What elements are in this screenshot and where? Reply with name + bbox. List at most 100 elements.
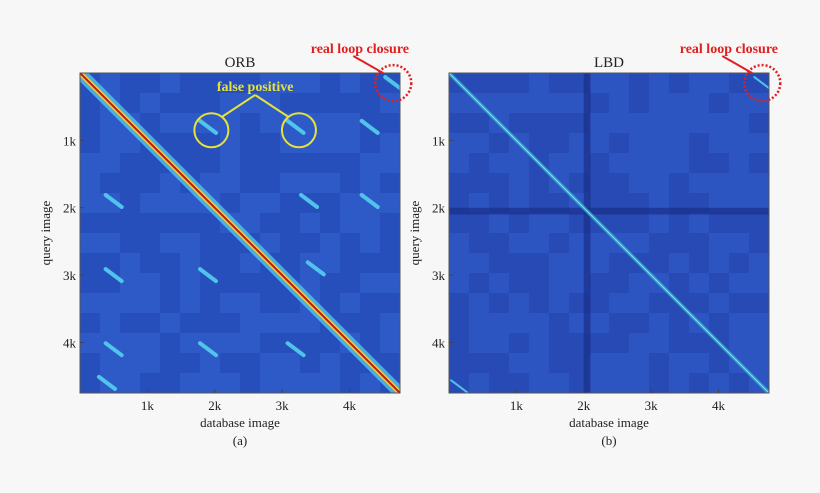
heatmap-cell (180, 333, 200, 353)
heatmap-cell (140, 93, 160, 113)
heatmap-cell (629, 313, 649, 333)
heatmap-cell (80, 373, 100, 393)
heatmap-cell (360, 313, 380, 333)
heatmap-cell (649, 153, 669, 173)
heatmap-cell (749, 113, 769, 133)
heatmap-cell (180, 253, 200, 273)
heatmap-cell (489, 73, 509, 93)
heatmap-cell (80, 333, 100, 353)
heatmap-cell (380, 253, 400, 273)
heatmap-cell (489, 133, 509, 153)
heatmap-cell (489, 333, 509, 353)
heatmap-cell (609, 333, 629, 353)
annotation-false-positive: false positive (217, 80, 294, 95)
heatmap-cell (589, 333, 609, 353)
heatmap-cell (689, 153, 709, 173)
heatmap-cell (729, 253, 749, 273)
heatmap-cell (180, 353, 200, 373)
heatmap-cell (80, 193, 100, 213)
heatmap-cell (160, 313, 180, 333)
heatmap-cell (609, 293, 629, 313)
heatmap-cell (360, 93, 380, 113)
heatmap-cell (340, 173, 360, 193)
off-diagonal-blob (198, 267, 218, 284)
heatmap-cell (589, 373, 609, 393)
heatmap-cell (589, 73, 609, 93)
heatmap-cell (220, 273, 240, 293)
heatmap-cell (509, 233, 529, 253)
heatmap-cell (649, 313, 669, 333)
heatmap-cell (449, 173, 469, 193)
heatmap-cell (320, 333, 340, 353)
heatmap-cell (220, 333, 240, 353)
heatmap-cell (380, 193, 400, 213)
heatmap-cell (649, 333, 669, 353)
heatmap-cell (360, 213, 380, 233)
x-axis-label: database image (569, 415, 649, 430)
heatmap-cell (360, 153, 380, 173)
heatmap-cell (509, 253, 529, 273)
heatmap-cell (80, 353, 100, 373)
heatmap-cell (320, 153, 340, 173)
heatmap-cell (300, 73, 320, 93)
heatmap-cell (80, 173, 100, 193)
heatmap-cell (449, 353, 469, 373)
heatmap-cell (669, 93, 689, 113)
heatmap-cell (649, 233, 669, 253)
heatmap-cell (649, 73, 669, 93)
heatmap-cell (120, 253, 140, 273)
x-tick-label: 4k (343, 398, 357, 413)
heatmap-cell (729, 173, 749, 193)
heatmap-cell (669, 253, 689, 273)
heatmap-cell (449, 253, 469, 273)
heatmap-cell (280, 173, 300, 193)
heatmap-cell (649, 93, 669, 113)
x-tick-label: 3k (276, 398, 290, 413)
caption: (b) (601, 433, 616, 448)
heatmap-cell (509, 273, 529, 293)
heatmap-cell (709, 293, 729, 313)
heatmap-cell (360, 173, 380, 193)
heatmap-cell (320, 293, 340, 313)
heatmap-cell (709, 93, 729, 113)
heatmap-cell (649, 113, 669, 133)
heatmap-cell (589, 253, 609, 273)
off-diagonal-blob (103, 267, 124, 284)
heatmap-cell (100, 313, 120, 333)
heatmap-cell (240, 353, 260, 373)
heatmap-cell (240, 253, 260, 273)
heatmap-cell (709, 353, 729, 373)
heatmap-cell (240, 273, 260, 293)
heatmap-cell (280, 313, 300, 333)
heatmap-cell (509, 173, 529, 193)
off-diagonal-blob (305, 260, 326, 277)
off-diagonal-blob (450, 379, 469, 393)
off-diagonal-blob (285, 341, 306, 358)
heatmap-cell (200, 173, 220, 193)
heatmap-cell (320, 133, 340, 153)
heatmap-cell (749, 333, 769, 353)
heatmap-cell (200, 313, 220, 333)
y-axis-label: query image (407, 200, 422, 265)
heatmap-cell (649, 373, 669, 393)
heatmap-cell (340, 153, 360, 173)
heatmap-cell (749, 153, 769, 173)
heatmap-cell (629, 93, 649, 113)
heatmap-cell (220, 353, 240, 373)
heatmap-cell (729, 273, 749, 293)
heatmap-cell (380, 273, 400, 293)
heatmap-cell (340, 213, 360, 233)
heatmap-cell (140, 353, 160, 373)
heatmap-cell (469, 353, 489, 373)
heatmap-cell (709, 173, 729, 193)
heatmap-cell (449, 213, 469, 233)
heatmap-cell (529, 113, 549, 133)
heatmap-cell (380, 133, 400, 153)
heatmap-cell (709, 133, 729, 153)
heatmap-cell (669, 353, 689, 373)
heatmap-cell (509, 333, 529, 353)
off-diagonal-blob (198, 341, 218, 358)
heatmap-cell (220, 293, 240, 313)
x-tick-label: 3k (645, 398, 659, 413)
heatmap-cell (160, 73, 180, 93)
